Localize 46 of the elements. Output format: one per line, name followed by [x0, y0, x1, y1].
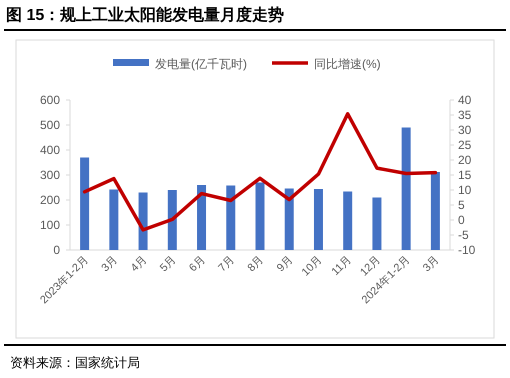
y-tick-label: 100 — [40, 218, 60, 232]
x-tick-label: 3月 — [99, 254, 120, 274]
bar — [430, 172, 440, 250]
x-tick-label: 11月 — [329, 254, 354, 278]
x-tick-label: 9月 — [274, 254, 296, 274]
bar — [372, 198, 382, 250]
title: 图 15：规上工业太阳能发电量月度走势 — [6, 7, 284, 24]
y-tick-label: 500 — [40, 118, 60, 132]
bar — [256, 182, 264, 250]
bar — [343, 192, 352, 250]
legend-label: 发电量(亿千瓦时) — [155, 57, 247, 71]
x-tick-label: 7月 — [216, 254, 237, 274]
legend-label: 同比增速(%) — [314, 57, 381, 71]
bar — [138, 192, 148, 250]
x-tick-label: 6月 — [187, 254, 208, 274]
bar — [314, 189, 323, 250]
bar — [109, 190, 118, 250]
y-tick-label: 600 — [40, 93, 60, 107]
y2-tick-label: 40 — [458, 93, 472, 107]
bar — [226, 186, 236, 250]
bar — [197, 185, 206, 250]
x-tick-label: 4月 — [128, 254, 150, 274]
y-tick-label: 300 — [40, 168, 60, 182]
y2-tick-label: 25 — [458, 138, 472, 152]
bar — [402, 128, 411, 250]
x-tick-label: 3月 — [420, 254, 442, 274]
y2-tick-label: 35 — [458, 108, 472, 122]
x-tick-label: 10月 — [300, 254, 325, 279]
y2-tick-label: 10 — [458, 183, 472, 197]
text: 资料来源：国家统计局 — [10, 355, 140, 370]
y-tick-label: 0 — [53, 243, 60, 257]
x-tick-label: 8月 — [246, 254, 266, 274]
y2-tick-label: 15 — [458, 168, 472, 182]
y2-tick-label: 30 — [458, 123, 472, 137]
y2-tick-label: 0 — [458, 213, 465, 227]
y2-tick-label: 5 — [458, 198, 465, 212]
bar — [80, 158, 90, 250]
y2-tick-label: -5 — [458, 228, 469, 242]
y2-tick-label: 20 — [458, 153, 472, 167]
bar — [168, 190, 177, 250]
y2-tick-label: -10 — [458, 243, 476, 257]
y-tick-label: 200 — [40, 193, 60, 207]
line-series — [82, 112, 438, 232]
x-tick-label: 5月 — [158, 254, 178, 274]
bar — [284, 188, 294, 250]
y-tick-label: 400 — [40, 143, 60, 157]
